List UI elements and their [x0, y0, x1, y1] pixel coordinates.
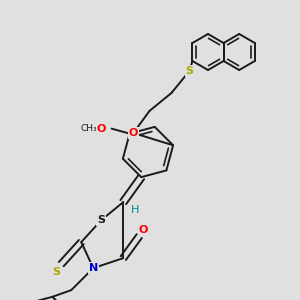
Text: N: N	[88, 263, 98, 273]
Text: O: O	[129, 128, 138, 138]
Text: O: O	[139, 225, 148, 235]
Text: H: H	[131, 205, 140, 215]
Text: S: S	[185, 66, 194, 76]
Text: O: O	[97, 124, 106, 134]
Text: CH₃: CH₃	[80, 124, 97, 133]
Text: S: S	[97, 215, 105, 225]
Text: S: S	[52, 267, 60, 277]
